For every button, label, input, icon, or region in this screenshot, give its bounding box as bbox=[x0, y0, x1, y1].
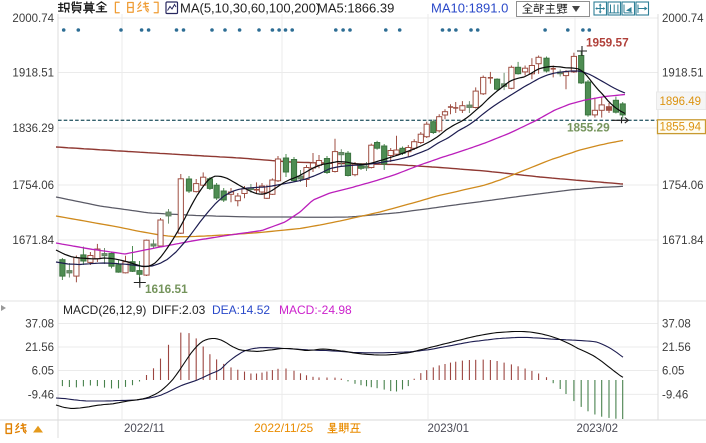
svg-text:21.56: 21.56 bbox=[25, 342, 54, 354]
svg-text:1918.51: 1918.51 bbox=[12, 68, 54, 80]
svg-text:1855.94: 1855.94 bbox=[660, 122, 702, 134]
svg-text:1671.84: 1671.84 bbox=[12, 235, 54, 247]
svg-text:1671.84: 1671.84 bbox=[662, 235, 704, 247]
svg-text:37.08: 37.08 bbox=[662, 319, 691, 331]
svg-text:MACD:-24.98: MACD:-24.98 bbox=[279, 303, 352, 317]
svg-text:-9.46: -9.46 bbox=[662, 389, 688, 401]
svg-text:2000.74: 2000.74 bbox=[662, 13, 704, 25]
svg-text:37.08: 37.08 bbox=[25, 319, 54, 331]
svg-text:1836.29: 1836.29 bbox=[12, 123, 54, 135]
svg-text:2023/01: 2023/01 bbox=[428, 423, 470, 435]
svg-text:2000.74: 2000.74 bbox=[12, 13, 54, 25]
svg-text:21.56: 21.56 bbox=[662, 342, 691, 354]
svg-text:1616.51: 1616.51 bbox=[145, 282, 188, 296]
svg-text:1855.29: 1855.29 bbox=[567, 121, 610, 135]
svg-text:1918.51: 1918.51 bbox=[662, 68, 704, 80]
svg-text:1896.49: 1896.49 bbox=[660, 96, 702, 108]
svg-text:6.05: 6.05 bbox=[32, 366, 54, 378]
svg-text:1754.06: 1754.06 bbox=[12, 180, 54, 192]
svg-text:-9.46: -9.46 bbox=[28, 389, 54, 401]
svg-text:MA10:1891.0: MA10:1891.0 bbox=[431, 1, 508, 16]
svg-text:MA5:1866.39: MA5:1866.39 bbox=[317, 1, 394, 16]
svg-text:MACD(26,12,9): MACD(26,12,9) bbox=[63, 303, 146, 317]
svg-text:MA(5,10,30,60,100,200): MA(5,10,30,60,100,200) bbox=[180, 1, 320, 16]
svg-text:1754.06: 1754.06 bbox=[662, 180, 704, 192]
svg-text:2023/02: 2023/02 bbox=[577, 423, 619, 435]
svg-text:6.05: 6.05 bbox=[662, 366, 684, 378]
svg-text:1959.57: 1959.57 bbox=[586, 36, 629, 50]
svg-text:DEA:14.52: DEA:14.52 bbox=[212, 303, 270, 317]
svg-text:2022/11/25: 2022/11/25 bbox=[254, 421, 313, 435]
svg-text:DIFF:2.03: DIFF:2.03 bbox=[152, 303, 206, 317]
svg-text:2022/11: 2022/11 bbox=[124, 423, 165, 435]
